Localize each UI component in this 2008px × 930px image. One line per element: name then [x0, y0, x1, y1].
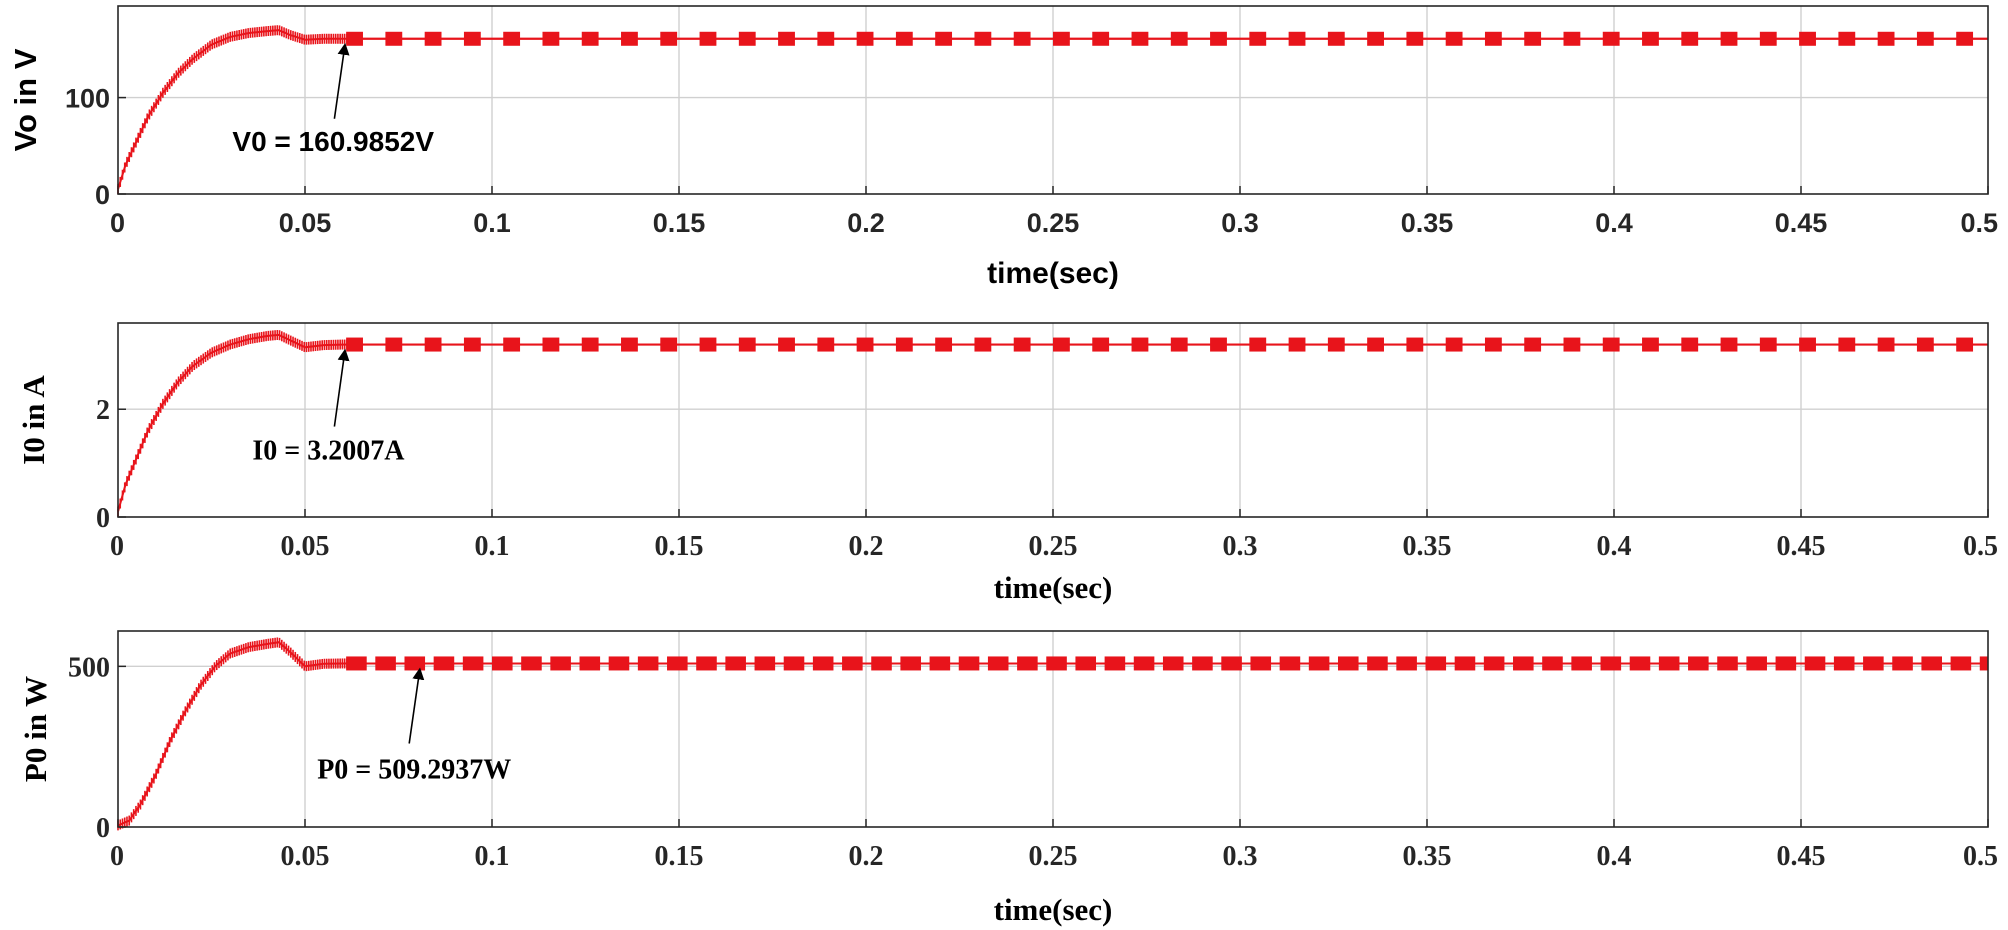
- x-tick-label: 0.05: [281, 531, 330, 562]
- x-tick-label: 0.05: [279, 208, 332, 238]
- x-tick-label: 0.1: [473, 208, 511, 238]
- x-tick-label: 0: [110, 208, 125, 238]
- annotation-label: V0 = 160.9852V: [232, 126, 434, 157]
- series-markers: [117, 637, 350, 831]
- x-axis-label: time(sec): [994, 892, 1113, 927]
- x-tick-label: 0.15: [655, 531, 704, 562]
- x-tick-label: 0.2: [849, 841, 884, 872]
- series-markers: [117, 25, 350, 195]
- x-tick-label: 0.1: [475, 841, 510, 872]
- y-tick-label: 0: [96, 813, 110, 844]
- y-tick-label: 0: [95, 180, 110, 210]
- annotation-arrow: [408, 667, 425, 744]
- annotation-label: P0 = 509.2937W: [317, 754, 511, 785]
- x-tick-label: 0.35: [1401, 208, 1454, 238]
- steady-state-dashes: [346, 337, 1988, 352]
- x-tick-label: 0.5: [1963, 841, 1998, 872]
- x-tick-label: 0.25: [1029, 841, 1078, 872]
- y-axis-label: Vo in V: [8, 48, 43, 151]
- annotation-arrow: [333, 348, 350, 427]
- x-tick-label: 0.4: [1597, 841, 1632, 872]
- x-tick-label: 0: [110, 841, 124, 872]
- x-tick-label: 0.35: [1403, 841, 1452, 872]
- x-tick-label: 0.45: [1775, 208, 1828, 238]
- y-axis-label: P0 in W: [18, 676, 53, 782]
- y-tick-label: 0: [96, 503, 110, 534]
- plot-frame: [117, 630, 1989, 828]
- x-tick-label: 0: [110, 531, 124, 562]
- y-axis-label: I0 in A: [16, 375, 51, 465]
- x-axis-label: time(sec): [987, 257, 1119, 290]
- plot-frame: [117, 5, 1989, 195]
- x-tick-label: 0.4: [1597, 531, 1632, 562]
- x-tick-label: 0.35: [1403, 531, 1452, 562]
- x-tick-label: 0.3: [1221, 208, 1259, 238]
- y-tick-label: 100: [65, 84, 110, 114]
- current-plot: 0 0.05 0.1 0.15 0.2 0.25 0.3 0.35 0.4 0.45 0.5 0 2 ti…: [16, 322, 1998, 605]
- x-axis-label: time(sec): [994, 570, 1113, 605]
- x-tick-label: 0.25: [1027, 208, 1080, 238]
- voltage-plot: 0 0.05 0.1 0.15 0.2 0.25 0.3 0.35 0.4 0.45 0.5 0 100…: [8, 5, 1998, 290]
- power-plot: 0 0.05 0.1 0.15 0.2 0.25 0.3 0.35 0.4 0.45 0.5 0 500…: [18, 630, 1998, 927]
- y-tick-label: 500: [68, 652, 110, 683]
- x-tick-label: 0.1: [475, 531, 510, 562]
- x-tick-label: 0.2: [847, 208, 885, 238]
- x-tick-label: 0.45: [1777, 841, 1826, 872]
- x-tick-label: 0.5: [1963, 531, 1998, 562]
- steady-state-dashes: [346, 31, 1988, 46]
- annotation-label: I0 = 3.2007A: [252, 436, 405, 467]
- x-tick-label: 0.5: [1960, 208, 1998, 238]
- x-tick-label: 0.2: [849, 531, 884, 562]
- x-tick-label: 0.45: [1777, 531, 1826, 562]
- x-tick-label: 0.15: [653, 208, 706, 238]
- x-tick-label: 0.05: [281, 841, 330, 872]
- steady-state-dashes: [346, 656, 1988, 671]
- x-tick-label: 0.3: [1223, 531, 1258, 562]
- y-tick-label: 2: [96, 395, 110, 426]
- x-tick-label: 0.4: [1595, 208, 1633, 238]
- x-tick-label: 0.25: [1029, 531, 1078, 562]
- x-tick-label: 0.3: [1223, 841, 1258, 872]
- series-markers: [117, 329, 350, 517]
- annotation-arrow: [333, 42, 350, 119]
- plot-frame: [117, 322, 1989, 518]
- x-tick-label: 0.15: [655, 841, 704, 872]
